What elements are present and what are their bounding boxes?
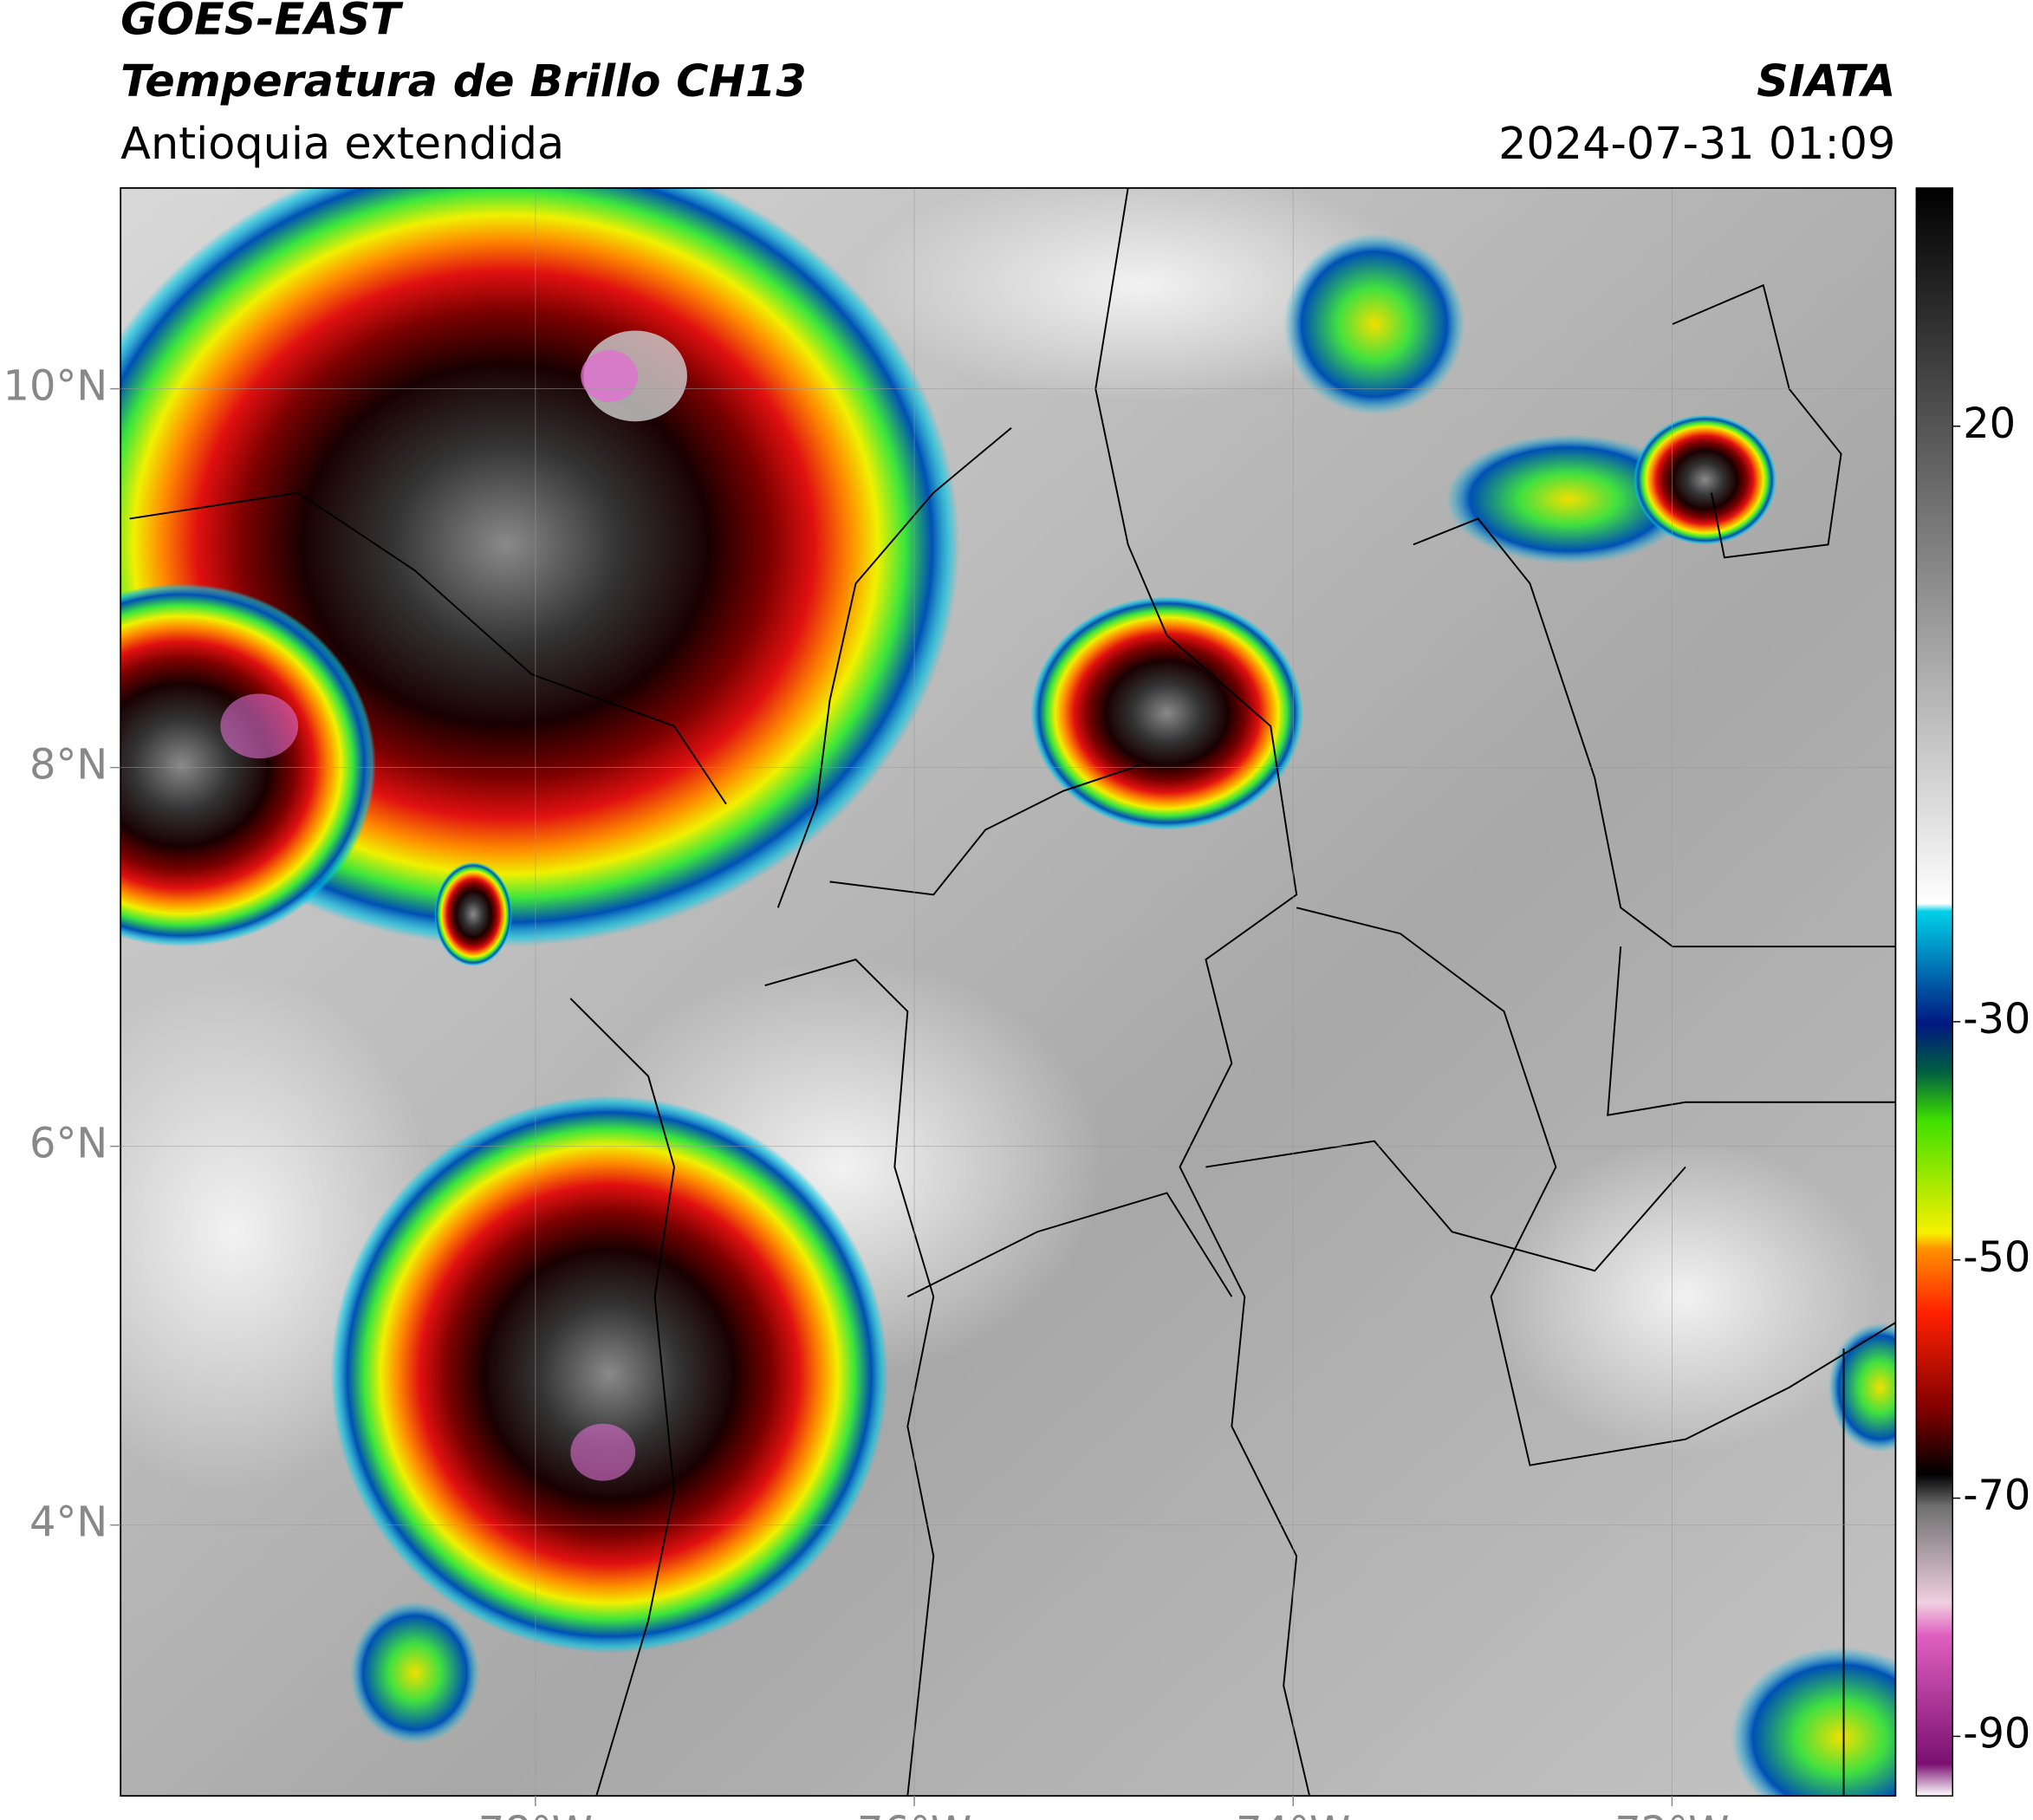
y-tick-label: 4°N [29,1499,107,1547]
y-tick-label: 6°N [29,1121,107,1168]
y-tick-label: 10°N [3,363,108,411]
colorbar-tick-label: -70 [1963,1472,2030,1520]
x-tick-label: 74°W [1236,1809,1350,1820]
subtitle: Temperatura de Brillo CH13 [120,55,807,107]
timestamp: 2024-07-31 01:09 [1498,118,1895,169]
colorbar-tick-label: 20 [1963,400,2016,448]
colorbar-tick-label: -30 [1963,996,2030,1043]
colorbar-tick-label: -50 [1963,1234,2030,1282]
grid [120,187,1896,1797]
x-tick-label: 78°W [478,1809,593,1820]
map-frame [120,187,1897,1797]
colorbar-tick-label: -90 [1963,1710,2030,1758]
region: Antioquia extendida [120,118,564,169]
y-tick-label: 8°N [29,742,107,790]
map-imagery [120,187,1896,1797]
colorbar [1915,187,1953,1797]
source: SIATA [1757,55,1895,107]
x-tick-label: 76°W [857,1809,971,1820]
x-tick-label: 72°W [1614,1809,1729,1820]
title: GOES-EAST [120,0,404,44]
